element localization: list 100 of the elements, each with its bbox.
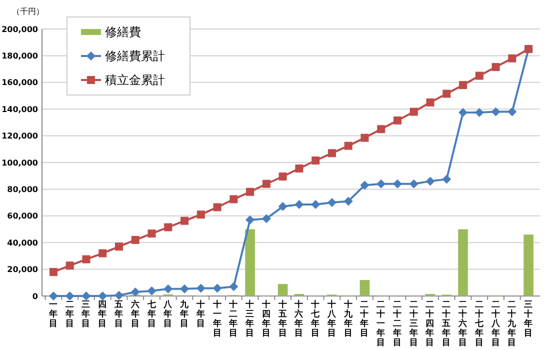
bar [360,280,370,296]
x-tick-label: 十三年目 [244,299,255,338]
y-tick-label: 60,000 [7,212,38,221]
bar [278,284,288,296]
x-tick-label: 九年目 [179,299,190,329]
y-tick-label: 200,000 [2,24,38,34]
x-tick-label: 二十七年目 [474,300,484,348]
x-tick-label: 二十一年目 [376,300,386,348]
x-tick-label: 二十六年目 [458,300,468,348]
y-tick-label: 40,000 [7,238,38,248]
point [114,242,123,251]
x-tick-label: 十二年目 [228,299,238,338]
y-tick-label: 180,000 [2,52,38,60]
point [130,287,140,296]
point [246,188,254,196]
point [376,179,386,188]
point [230,195,238,204]
point [508,107,517,116]
point [508,54,516,62]
point [49,268,58,276]
point [131,236,140,244]
point [278,202,288,212]
point [66,262,74,270]
x-tick-label: 二十二年目 [392,300,402,348]
point [164,223,172,232]
point [426,176,435,186]
x-tick-label: 八年目 [162,299,174,329]
point [328,149,336,158]
bar [524,234,534,296]
point [180,284,190,294]
x-tick-label: 二十三年目 [408,300,418,348]
point [48,292,58,300]
point [82,255,90,264]
point [410,108,418,116]
x-tick-label: 二十四年目 [424,300,435,348]
x-tick-label: 二十年目 [359,300,370,338]
y-axis-title: （千円） [12,7,44,16]
y-tick-label: 120,000 [2,132,38,141]
point [344,142,352,150]
point [213,203,222,212]
bar [458,229,468,296]
x-tick-label: 二十五年目 [441,300,452,348]
x-tick-label: 十六年目 [294,299,304,338]
point [492,63,500,72]
x-tick-label: 三年目 [80,300,91,329]
x-tick-label: 一年目 [48,300,58,329]
x-tick-label: 七年目 [146,299,156,329]
x-tick-label: 六年目 [130,299,140,329]
point [212,284,222,293]
x-tick-label: 十年目 [195,299,206,329]
point [147,286,156,296]
y-tick-label: 0 [32,292,38,301]
x-tick-label: 十五年目 [277,299,288,338]
x-tick-label: 二十九年目 [506,300,518,348]
point [196,284,206,293]
point [98,249,107,258]
x-tick-label: 十四年目 [260,299,271,338]
point [491,107,500,116]
point [327,198,336,208]
x-tick-label: 十九年目 [342,299,354,338]
point [65,292,74,300]
legend-label: 修繕費 [105,25,141,40]
point [442,90,451,98]
x-tick-label: 四年目 [97,300,108,329]
point [246,215,255,224]
point [426,98,434,106]
x-tick-label: 二年目 [64,300,74,329]
legend-label: 積立金累計 [105,73,165,88]
point [442,174,452,184]
x-tick-label: 五年目 [113,299,124,329]
point [229,282,238,292]
point [393,116,402,124]
point [409,179,418,188]
bar [245,229,255,296]
point [262,180,270,188]
point [295,164,304,173]
y-tick-label: 80,000 [7,185,38,194]
point [98,292,108,300]
point [360,134,369,142]
y-tick-label: 20,000 [7,265,38,274]
point [196,210,205,219]
point [459,81,468,90]
point [475,72,484,80]
x-tick-label: 二十八年目 [490,300,502,348]
point [262,214,271,224]
point [82,292,91,300]
point [148,230,156,238]
point [392,179,402,188]
point [344,196,353,206]
y-tick-label: 100,000 [2,158,38,168]
x-tick-label: 十八年目 [326,299,338,338]
point [377,125,386,134]
point [278,172,287,181]
point [360,180,370,190]
y-tick-label: 160,000 [2,78,38,88]
point [180,216,189,225]
point [294,200,304,210]
legend-label: 修繕費累計 [105,49,165,64]
point [311,200,320,210]
point [312,156,320,164]
